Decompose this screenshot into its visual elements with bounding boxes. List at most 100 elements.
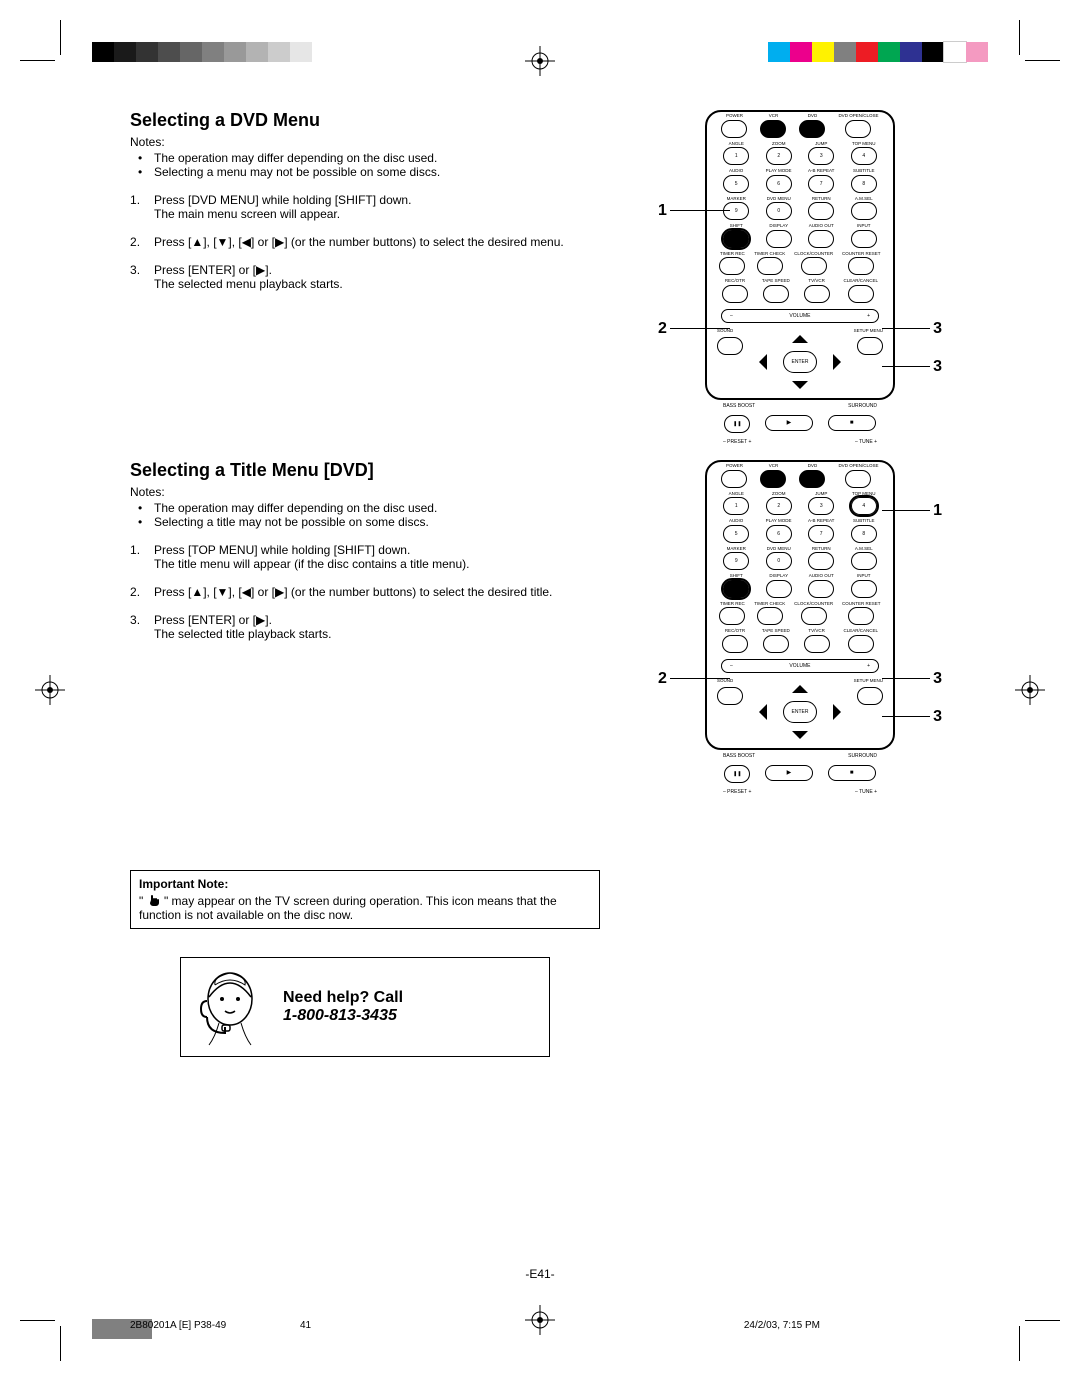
callout-line (670, 210, 730, 211)
remote-label: DVD MENU (767, 547, 791, 552)
remote-label: CLEAR/CANCEL (844, 629, 879, 634)
transport-button: ❚❚ (724, 765, 750, 783)
footer-page: 41 (300, 1320, 311, 1331)
heading-title-menu: Selecting a Title Menu [DVD] (130, 460, 630, 481)
remote-element (857, 687, 883, 705)
remote-button (804, 635, 830, 653)
registration-mark-icon (525, 46, 555, 76)
note-item: The operation may differ depending on th… (130, 151, 630, 165)
steps-list: Press [TOP MENU] while holding [SHIFT] d… (130, 543, 630, 641)
remote-button: 7 (808, 175, 834, 193)
remote-label: AUDIO OUT (809, 224, 834, 229)
transport-button: ❚❚ (724, 415, 750, 433)
remote-button (760, 470, 786, 488)
note-item: Selecting a menu may not be possible on … (130, 165, 630, 179)
remote-button: 0 (766, 202, 792, 220)
step-item: Press [ENTER] or [▶]. The selected title… (130, 613, 630, 641)
remote-button (721, 120, 747, 138)
remote-button (799, 470, 825, 488)
callout-line (882, 678, 930, 679)
remote-label: TIMER CHECK (754, 602, 785, 607)
registration-mark-icon (525, 1305, 555, 1335)
remote-button (723, 580, 749, 598)
note-item: Selecting a title may not be possible on… (130, 515, 630, 529)
crop-mark (20, 60, 55, 61)
swatch (922, 42, 944, 62)
nav-pad: ENTER (745, 327, 855, 397)
remote-button: 5 (723, 525, 749, 543)
remote-button: 6 (766, 525, 792, 543)
remote-button (757, 257, 783, 275)
remote-label: AUDIO OUT (809, 574, 834, 579)
callout-line (882, 510, 930, 511)
remote-button (845, 470, 871, 488)
swatch (136, 42, 158, 62)
remote-button: 1 (723, 497, 749, 515)
tune-row: – PRESET +– TUNE + (707, 787, 893, 797)
callout-line (670, 328, 730, 329)
step-main: Press [ENTER] or [▶]. (154, 613, 272, 627)
remote-button (757, 607, 783, 625)
remote-figure-1: POWERVCRDVDDVD OPEN/CLOSEANGLE1ZOOM2JUMP… (650, 110, 950, 400)
section-dvd-menu: Selecting a DVD Menu Notes: The operatio… (130, 110, 950, 400)
step-item: Press [ENTER] or [▶]. The selected menu … (130, 263, 630, 291)
remote-button (719, 607, 745, 625)
help-line1: Need help? Call (283, 989, 403, 1007)
remote-label: ANGLE (729, 142, 744, 147)
swatch (268, 42, 290, 62)
remote-label: VCR (769, 464, 779, 469)
remote-label: AUDIO (729, 519, 743, 524)
remote-label: RETURN (812, 197, 831, 202)
callout-line (670, 678, 730, 679)
remote-button (808, 580, 834, 598)
crop-mark (60, 20, 61, 55)
remote-label: MARKER (727, 547, 746, 552)
volume-bar: –VOLUME+ (721, 309, 879, 323)
crop-mark (1025, 60, 1060, 61)
step-main: Press [TOP MENU] while holding [SHIFT] d… (154, 543, 410, 557)
remote-button (808, 230, 834, 248)
remote-label: A-B REPEAT (808, 169, 834, 174)
registration-mark-icon (35, 675, 65, 705)
step-sub: The title menu will appear (if the disc … (154, 557, 630, 571)
step-main: Press [▲], [▼], [◀] or [▶] (or the numbe… (154, 585, 552, 599)
remote-diagram: POWERVCRDVDDVD OPEN/CLOSEANGLE1ZOOM2JUMP… (705, 460, 895, 750)
notes-list: The operation may differ depending on th… (130, 501, 630, 529)
remote-label: DVD MENU (767, 197, 791, 202)
help-box: Need help? Call 1-800-813-3435 (180, 957, 550, 1057)
steps-list: Press [DVD MENU] while holding [SHIFT] d… (130, 193, 630, 291)
remote-button (766, 580, 792, 598)
swatch (856, 42, 878, 62)
transport-button: ■ (828, 415, 876, 431)
remote-label: MARKER (727, 197, 746, 202)
remote-button (848, 285, 874, 303)
swatch (878, 42, 900, 62)
important-title: Important Note: (139, 877, 228, 891)
swatch (224, 42, 246, 62)
remote-label: REC/OTR (725, 629, 745, 634)
remote-label: ANGLE (729, 492, 744, 497)
swatch (944, 42, 966, 62)
remote-label: COUNTER RESET (842, 602, 881, 607)
remote-button: 8 (851, 175, 877, 193)
remote-label: SUBTITLE (853, 519, 875, 524)
swatch (768, 42, 790, 62)
swatch (966, 42, 988, 62)
step-sub: The selected title playback starts. (154, 627, 630, 641)
remote-element: SETUP MENU (854, 329, 883, 334)
footer-file: 2B80201A [E] P38-49 (130, 1320, 226, 1331)
page-content: Selecting a DVD Menu Notes: The operatio… (130, 110, 950, 1271)
remote-label: SHIFT (730, 224, 743, 229)
step-main: Press [▲], [▼], [◀] or [▶] (or the numbe… (154, 235, 564, 249)
remote-label: DISPLAY (769, 224, 788, 229)
remote-button: 6 (766, 175, 792, 193)
notes-label: Notes: (130, 135, 630, 149)
transport-button: ▶ (765, 415, 813, 431)
swatch (202, 42, 224, 62)
tune-row: – PRESET +– TUNE + (707, 437, 893, 447)
remote-label: TOP MENU (852, 492, 876, 497)
crop-mark (1019, 1326, 1020, 1361)
remote-button: 7 (808, 525, 834, 543)
transport-button: ▶ (765, 765, 813, 781)
remote-label: CLEAR/CANCEL (844, 279, 879, 284)
